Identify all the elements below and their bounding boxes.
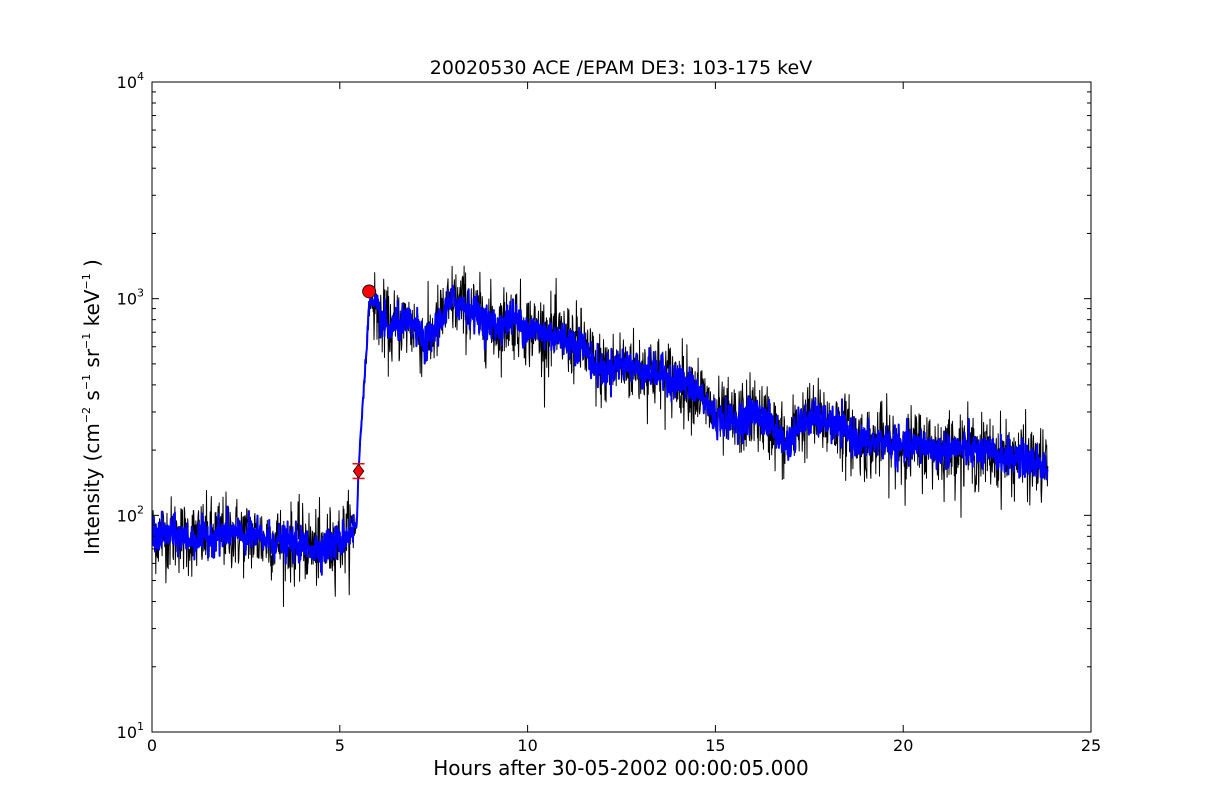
y-label-sr-exp: −1 [80,333,93,349]
peak-circle-marker [362,284,376,299]
marker-layer [352,284,376,480]
y-label-kev-exp: −1 [80,273,93,289]
y-label-s-exp: −1 [80,374,93,390]
y-tick-label: 101 [117,720,144,742]
y-tick-label: 102 [117,503,144,525]
onset-diamond-marker [352,463,365,479]
y-label-sr: sr [80,348,104,374]
y-label-prefix: Intensity (cm [80,423,104,555]
y-axis-label: Intensity (cm−2 s−1 sr−1 keV−1 ) [80,259,104,555]
series-line-1 [152,285,1049,576]
x-axis: 0 5 10 15 20 25 [147,82,1101,755]
x-tick-label: 25 [1081,736,1101,755]
x-tick-label: 10 [517,736,537,755]
series-layer [152,265,1049,607]
chart-title: 20020530 ACE /EPAM DE3: 103-175 keV [430,57,812,79]
x-tick-label: 5 [335,736,345,755]
y-label-kev: keV [80,289,104,333]
x-tick-label: 0 [147,736,157,755]
y-tick-label: 104 [117,70,144,92]
y-label-suffix: ) [80,259,104,273]
x-tick-label: 20 [893,736,913,755]
y-axis: 101 102 103 104 [117,70,1091,742]
y-label-cm-exp: −2 [80,407,93,423]
x-tick-label: 15 [705,736,725,755]
plot-area-frame [151,81,1092,733]
y-tick-label: 103 [117,287,144,309]
x-axis-label: Hours after 30-05-2002 00:00:05.000 [433,756,809,780]
y-label-s: s [80,390,104,407]
